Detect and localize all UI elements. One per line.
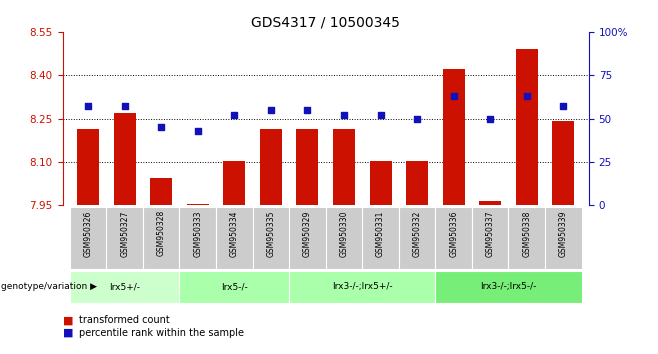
Bar bbox=[406, 160, 428, 205]
Bar bbox=[260, 129, 282, 205]
Text: ■: ■ bbox=[63, 328, 73, 338]
Text: ■: ■ bbox=[63, 315, 73, 325]
Bar bbox=[114, 113, 136, 205]
Bar bbox=[223, 160, 245, 205]
Point bbox=[193, 128, 203, 133]
Text: GSM950336: GSM950336 bbox=[449, 210, 458, 257]
Text: transformed count: transformed count bbox=[79, 315, 170, 325]
Text: lrx5+/-: lrx5+/- bbox=[109, 282, 140, 291]
Bar bbox=[70, 207, 107, 269]
Bar bbox=[70, 271, 180, 303]
Text: GSM950337: GSM950337 bbox=[486, 210, 495, 257]
Text: lrx3-/-;lrx5+/-: lrx3-/-;lrx5+/- bbox=[332, 282, 393, 291]
Bar bbox=[289, 271, 436, 303]
Bar bbox=[436, 207, 472, 269]
Bar bbox=[216, 207, 253, 269]
Text: GSM950332: GSM950332 bbox=[413, 210, 422, 257]
Bar bbox=[253, 207, 289, 269]
Point bbox=[266, 107, 276, 113]
Point bbox=[412, 116, 422, 121]
Text: GSM950334: GSM950334 bbox=[230, 210, 239, 257]
Bar bbox=[509, 207, 545, 269]
Point bbox=[302, 107, 313, 113]
Bar bbox=[399, 207, 436, 269]
Text: GSM950327: GSM950327 bbox=[120, 210, 129, 257]
Bar bbox=[479, 201, 501, 205]
Bar bbox=[552, 121, 574, 205]
Text: GSM950335: GSM950335 bbox=[266, 210, 276, 257]
Bar bbox=[180, 271, 289, 303]
Text: percentile rank within the sample: percentile rank within the sample bbox=[79, 328, 244, 338]
Text: GSM950326: GSM950326 bbox=[84, 210, 93, 257]
Point bbox=[119, 104, 130, 109]
Text: GSM950339: GSM950339 bbox=[559, 210, 568, 257]
Point bbox=[448, 93, 459, 99]
Title: GDS4317 / 10500345: GDS4317 / 10500345 bbox=[251, 15, 400, 29]
Text: genotype/variation ▶: genotype/variation ▶ bbox=[1, 282, 97, 291]
Point bbox=[156, 124, 166, 130]
Bar bbox=[180, 207, 216, 269]
Bar bbox=[297, 129, 318, 205]
Text: GSM950328: GSM950328 bbox=[157, 210, 166, 256]
Point bbox=[339, 112, 349, 118]
Text: GSM950338: GSM950338 bbox=[522, 210, 531, 257]
Text: GSM950331: GSM950331 bbox=[376, 210, 385, 257]
Text: lrx5-/-: lrx5-/- bbox=[221, 282, 247, 291]
Bar bbox=[516, 49, 538, 205]
Bar bbox=[107, 207, 143, 269]
Bar bbox=[143, 207, 180, 269]
Text: GSM950330: GSM950330 bbox=[340, 210, 349, 257]
Text: lrx3-/-;lrx5-/-: lrx3-/-;lrx5-/- bbox=[480, 282, 537, 291]
Bar bbox=[77, 129, 99, 205]
Point bbox=[83, 104, 93, 109]
Point bbox=[522, 93, 532, 99]
Bar bbox=[363, 207, 399, 269]
Bar bbox=[443, 69, 465, 205]
Bar bbox=[545, 207, 582, 269]
Bar bbox=[289, 207, 326, 269]
Bar bbox=[150, 178, 172, 205]
Bar bbox=[187, 204, 209, 205]
Bar bbox=[472, 207, 509, 269]
Bar bbox=[370, 160, 392, 205]
Text: GSM950329: GSM950329 bbox=[303, 210, 312, 257]
Text: GSM950333: GSM950333 bbox=[193, 210, 202, 257]
Point bbox=[485, 116, 495, 121]
Point bbox=[229, 112, 240, 118]
Bar bbox=[333, 129, 355, 205]
Bar bbox=[326, 207, 363, 269]
Point bbox=[558, 104, 569, 109]
Point bbox=[375, 112, 386, 118]
Bar bbox=[436, 271, 582, 303]
